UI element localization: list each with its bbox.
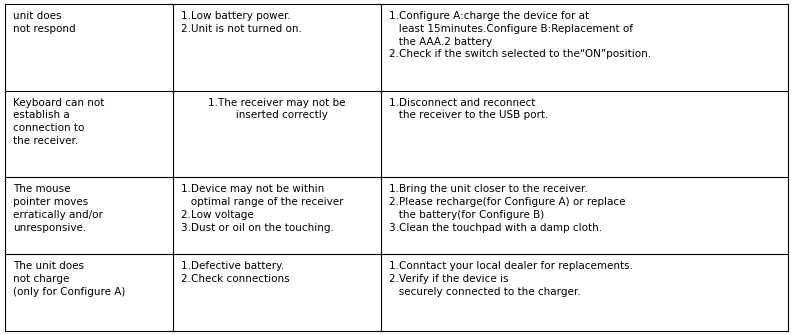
Text: 1.Defective battery.
2.Check connections: 1.Defective battery. 2.Check connections [182,261,290,284]
Text: The unit does
not charge
(only for Configure A): The unit does not charge (only for Confi… [13,261,125,297]
Text: 1.The receiver may not be
   inserted correctly: 1.The receiver may not be inserted corre… [209,98,346,121]
Text: 1.Device may not be within
   optimal range of the receiver
2.Low voltage
3.Dust: 1.Device may not be within optimal range… [182,184,344,233]
Text: 1.Disconnect and reconnect
   the receiver to the USB port.: 1.Disconnect and reconnect the receiver … [389,98,548,121]
Text: The mouse
pointer moves
erratically and/or
unresponsive.: The mouse pointer moves erratically and/… [13,184,103,233]
Text: Keyboard can not
establish a
connection to
the receiver.: Keyboard can not establish a connection … [13,98,105,146]
Text: 1.Conntact your local dealer for replacements.
2.Verify if the device is
   secu: 1.Conntact your local dealer for replace… [389,261,633,297]
Text: 1.Configure A:charge the device for at
   least 15minutes.Configure B:Replacemen: 1.Configure A:charge the device for at l… [389,11,651,59]
Text: 1.Bring the unit closer to the receiver.
2.Please recharge(for Configure A) or r: 1.Bring the unit closer to the receiver.… [389,184,626,233]
Text: unit does
not respond: unit does not respond [13,11,75,34]
Text: 1.Low battery power.
2.Unit is not turned on.: 1.Low battery power. 2.Unit is not turne… [182,11,302,34]
